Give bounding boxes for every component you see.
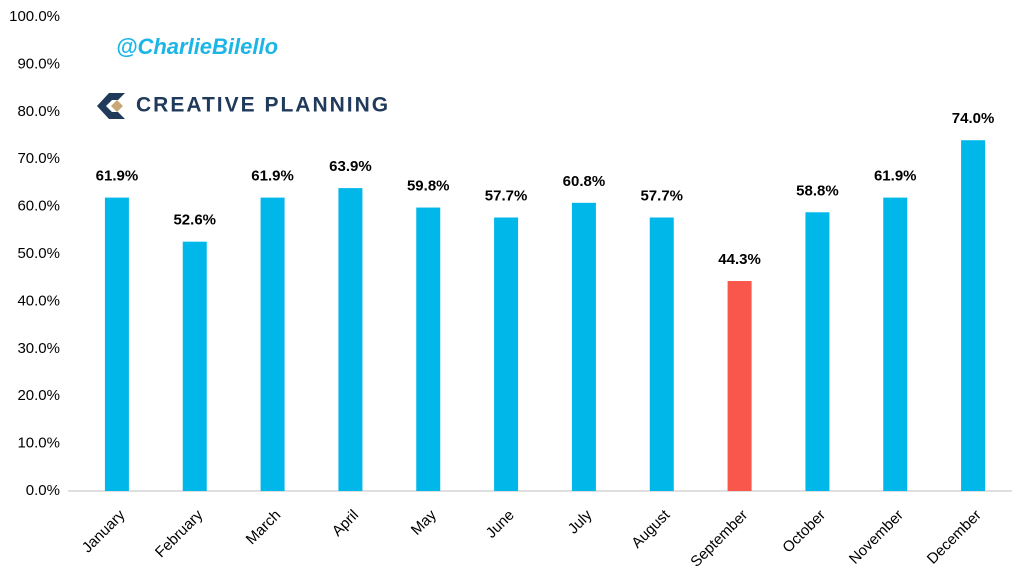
x-tick-label: October (779, 507, 829, 557)
bar (494, 217, 519, 491)
y-tick-label: 30.0% (17, 340, 60, 357)
value-label: 57.7% (640, 187, 683, 204)
x-tick-label: May (408, 506, 440, 538)
value-label: 74.0% (952, 110, 995, 127)
value-label: 63.9% (329, 158, 372, 175)
bar (338, 188, 363, 491)
x-tick-label: August (628, 506, 674, 552)
y-tick-label: 60.0% (17, 198, 60, 215)
value-label: 52.6% (173, 212, 216, 229)
x-tick-label: September (687, 507, 751, 571)
bar (883, 197, 908, 491)
x-tick-label: February (152, 506, 207, 561)
value-label: 58.8% (796, 182, 839, 199)
value-label: 61.9% (874, 168, 917, 185)
y-tick-label: 100.0% (9, 8, 60, 25)
value-label: 61.9% (96, 168, 139, 185)
value-label: 61.9% (251, 168, 294, 185)
value-label: 57.7% (485, 187, 528, 204)
y-tick-label: 90.0% (17, 55, 60, 72)
bar (961, 140, 986, 492)
y-tick-label: 70.0% (17, 150, 60, 167)
bar (182, 241, 207, 491)
bar (727, 281, 752, 491)
bar (416, 207, 441, 491)
x-tick-label: March (243, 507, 284, 548)
y-tick-label: 40.0% (17, 292, 60, 309)
value-label: 60.8% (563, 173, 606, 190)
value-label: 44.3% (718, 251, 761, 268)
y-tick-label: 0.0% (26, 482, 60, 499)
bar (260, 197, 285, 491)
bar (649, 217, 674, 491)
bar (571, 202, 596, 492)
value-label: 59.8% (407, 178, 450, 195)
logo-text: CREATIVE PLANNING (136, 94, 390, 117)
y-tick-label: 50.0% (17, 245, 60, 262)
y-tick-label: 80.0% (17, 103, 60, 120)
x-tick-label: January (79, 506, 129, 556)
y-tick-label: 20.0% (17, 387, 60, 404)
bar (805, 212, 830, 491)
watermark: @CharlieBilello (116, 34, 278, 59)
y-tick-label: 10.0% (17, 435, 60, 452)
bar (104, 197, 129, 491)
logo-icon (97, 93, 125, 119)
x-tick-label: November (846, 507, 907, 568)
x-tick-label: April (329, 507, 362, 540)
x-tick-label: June (483, 507, 518, 542)
x-tick-label: December (924, 507, 985, 568)
x-tick-label: July (565, 506, 596, 537)
